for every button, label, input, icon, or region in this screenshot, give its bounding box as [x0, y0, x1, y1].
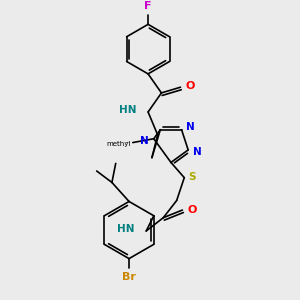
Text: N: N [140, 136, 149, 146]
Text: S: S [188, 172, 196, 182]
Text: F: F [144, 1, 152, 11]
Text: O: O [187, 205, 196, 215]
Text: O: O [185, 81, 195, 91]
Text: N: N [193, 147, 202, 157]
Text: HN: HN [119, 105, 137, 115]
Text: HN: HN [117, 224, 135, 234]
Text: methyl: methyl [106, 140, 131, 146]
Text: methyl: methyl [126, 142, 131, 143]
Text: N: N [186, 122, 195, 132]
Text: Br: Br [122, 272, 136, 282]
